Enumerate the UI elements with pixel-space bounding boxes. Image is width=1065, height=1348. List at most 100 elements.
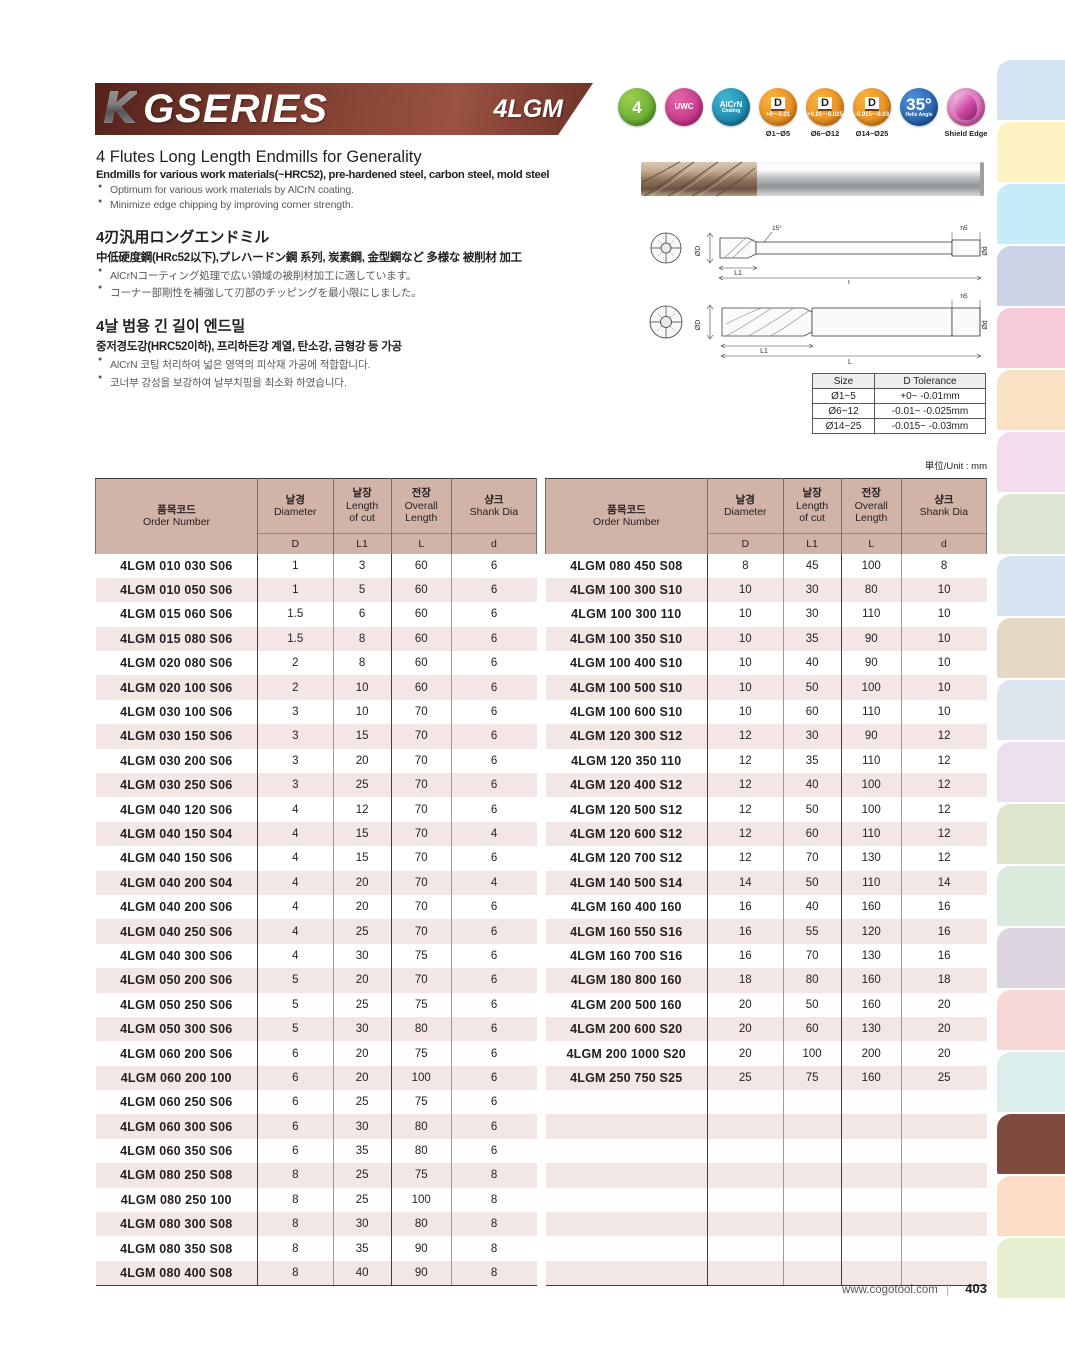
cell-order-number: 4LGM 080 300 S08: [95, 1212, 258, 1237]
cell-diameter: 10: [707, 651, 784, 676]
index-tab[interactable]: [997, 432, 1065, 492]
header-ol-en2: Length: [405, 512, 438, 525]
cell-overall-length: 80: [390, 1114, 452, 1139]
index-tab[interactable]: [997, 308, 1065, 368]
table-row: 4LGM 030 150 S06 3 15 70 6: [95, 724, 537, 749]
page-footer: www.cogotool.com | 403: [842, 1281, 987, 1296]
index-tab-strip: [985, 60, 1065, 1300]
index-tab[interactable]: [997, 928, 1065, 988]
table-row: 4LGM 120 400 S12 12 40 100 12: [545, 773, 987, 798]
cell-shank-dia: 6: [450, 992, 537, 1017]
header-loc-en1: Length: [346, 499, 379, 512]
cell-overall-length: 110: [840, 870, 902, 895]
label-h5-2: h5: [960, 293, 968, 300]
series-title: GSERIES: [143, 86, 328, 131]
index-tab[interactable]: [997, 184, 1065, 244]
index-tab[interactable]: [997, 1238, 1065, 1298]
bullet-ko-1: 코너부 강성을 보강하여 날부치핑을 최소화 하였습니다.: [98, 374, 566, 390]
cell-overall-length: [840, 1187, 902, 1213]
spec-header-row-left: 품목코드 Order Number 날경 Diameter 날장 Length …: [95, 478, 538, 554]
description-en: 4 Flutes Long Length Endmills for Genera…: [96, 148, 566, 211]
tolerance-row: Ø6~12 -0.01~ -0.025mm: [812, 403, 986, 419]
cell-diameter: 2: [257, 675, 334, 700]
cell-diameter: 1.5: [257, 602, 334, 627]
cell-length-of-cut: 30: [332, 1212, 392, 1237]
cell-order-number: [545, 1236, 708, 1261]
tolerance-header-tolerance: D Tolerance: [874, 373, 986, 389]
table-row: [545, 1163, 987, 1188]
spec-symbol-row-right: D L1 L d: [546, 533, 988, 554]
index-tab[interactable]: [997, 990, 1065, 1050]
cell-diameter: 12: [707, 724, 784, 749]
table-row: 4LGM 030 100 S06 3 10 70 6: [95, 699, 537, 725]
cell-shank-dia: 16: [900, 894, 987, 920]
index-tab[interactable]: [997, 246, 1065, 306]
index-tab[interactable]: [997, 618, 1065, 678]
cell-order-number: [545, 1163, 708, 1188]
cell-order-number: 4LGM 080 250 100: [95, 1187, 258, 1213]
cell-overall-length: 90: [390, 1236, 452, 1261]
cell-order-number: 4LGM 250 750 S25: [545, 1065, 708, 1091]
cell-diameter: 4: [257, 846, 334, 871]
cell-length-of-cut: 40: [782, 773, 842, 798]
cell-shank-dia: 10: [900, 651, 987, 676]
cell-length-of-cut: [782, 1138, 842, 1164]
cell-shank-dia: 20: [900, 992, 987, 1017]
index-tab[interactable]: [997, 122, 1065, 182]
cell-shank-dia: 6: [450, 943, 537, 969]
cell-overall-length: 70: [390, 968, 452, 993]
cell-overall-length: 160: [840, 1065, 902, 1091]
d-tolerance-badge-1-letter: D: [771, 96, 785, 111]
cell-diameter: [707, 1212, 784, 1237]
cell-diameter: [707, 1187, 784, 1213]
cell-overall-length: 70: [390, 894, 452, 920]
index-tab[interactable]: [997, 680, 1065, 740]
table-row: [545, 1090, 987, 1115]
d-tolerance-badge-3-value: -0.015~-0.03: [854, 111, 890, 118]
table-row: 4LGM 010 030 S06 1 3 60 6: [95, 553, 537, 578]
index-tab[interactable]: [997, 494, 1065, 554]
website-url: www.cogotool.com: [842, 1284, 938, 1296]
cell-order-number: 4LGM 140 500 S14: [545, 870, 708, 895]
cell-shank-dia: [900, 1138, 987, 1164]
index-tab[interactable]: [997, 60, 1065, 120]
table-row: 4LGM 100 300 110 10 30 110 10: [545, 602, 987, 627]
index-tab[interactable]: [997, 1176, 1065, 1236]
title-en: 4 Flutes Long Length Endmills for Genera…: [96, 148, 422, 166]
cell-overall-length: 120: [840, 919, 902, 944]
subtitle-ko: 중저경도강(HRC52이하), 프리하든강 계열, 탄소강, 금형강 등 가공: [96, 341, 402, 353]
cell-diameter: 20: [707, 1016, 784, 1042]
cell-diameter: 4: [257, 943, 334, 969]
cell-overall-length: 130: [840, 1016, 902, 1042]
cell-shank-dia: 12: [900, 797, 987, 822]
cell-order-number: 4LGM 010 050 S06: [95, 577, 258, 603]
index-tab-active[interactable]: [997, 1114, 1065, 1174]
cell-diameter: 8: [707, 553, 784, 578]
cell-length-of-cut: 20: [332, 748, 392, 774]
cell-order-number: 4LGM 120 350 110: [545, 748, 708, 774]
index-tab[interactable]: [997, 804, 1065, 864]
alcrn-coating-badge-wrap: AlCrN Coating: [710, 88, 752, 126]
cell-overall-length: 90: [840, 626, 902, 652]
index-tab[interactable]: [997, 556, 1065, 616]
cell-shank-dia: 6: [450, 748, 537, 774]
index-tab[interactable]: [997, 742, 1065, 802]
cell-shank-dia: 12: [900, 846, 987, 871]
index-tab[interactable]: [997, 370, 1065, 430]
cell-order-number: 4LGM 040 200 S04: [95, 870, 258, 895]
d-tolerance-table: Size D Tolerance Ø1~5 +0~ -0.01mm Ø6~12 -0.…: [812, 373, 986, 434]
index-tab[interactable]: [997, 866, 1065, 926]
symbol-diameter-left: D: [257, 533, 334, 554]
cell-length-of-cut: 20: [332, 968, 392, 993]
cell-overall-length: 75: [390, 992, 452, 1017]
label-l-2: L: [848, 359, 852, 366]
table-row: 4LGM 120 300 S12 12 30 90 12: [545, 724, 987, 749]
cell-overall-length: 100: [840, 553, 902, 578]
index-tab[interactable]: [997, 1052, 1065, 1112]
cell-order-number: 4LGM 040 120 S06: [95, 797, 258, 822]
cell-overall-length: [840, 1236, 902, 1261]
cell-overall-length: 130: [840, 846, 902, 871]
cell-diameter: 8: [257, 1212, 334, 1237]
cell-overall-length: 160: [840, 894, 902, 920]
cell-shank-dia: [900, 1260, 987, 1286]
